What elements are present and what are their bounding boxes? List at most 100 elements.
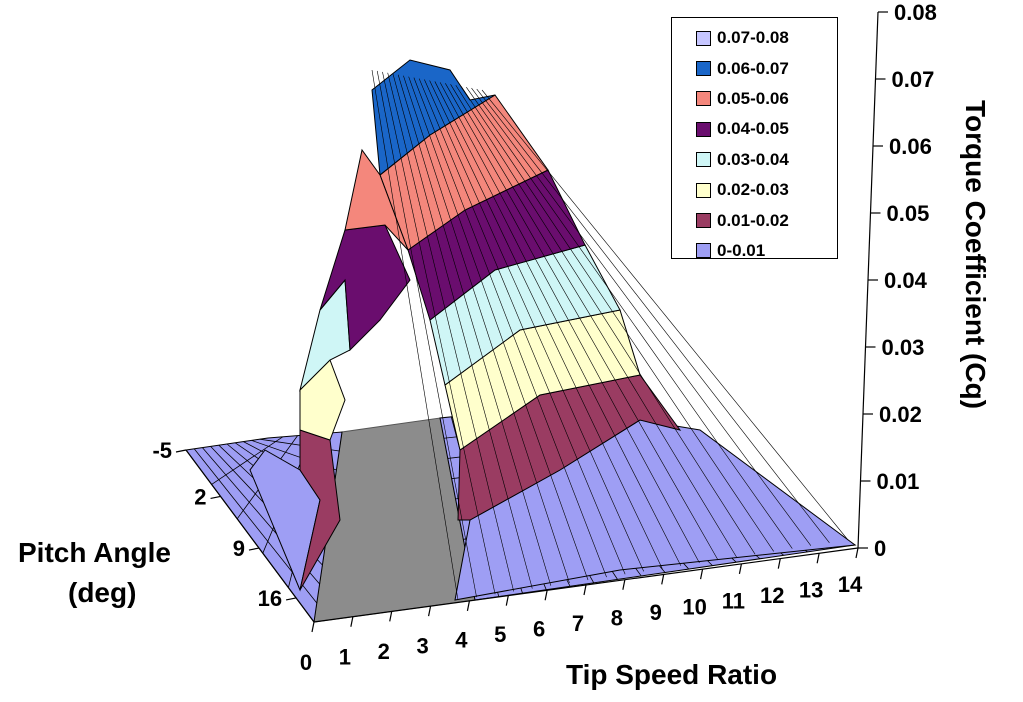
x-axis-title: Tip Speed Ratio — [566, 659, 777, 690]
x-tick-mark — [661, 574, 665, 585]
z-tick-label: 0 — [874, 536, 886, 561]
x-tick-label: 5 — [494, 622, 506, 647]
x-tick-label: 4 — [455, 628, 468, 653]
mesh-line — [445, 83, 719, 561]
x-tick-label: 13 — [799, 578, 823, 603]
legend-swatch — [696, 91, 711, 107]
x-tick-label: 10 — [682, 594, 706, 619]
x-tick-mark — [855, 547, 859, 559]
x-tick-label: 7 — [572, 611, 584, 636]
y-tick-label: 2 — [194, 484, 206, 509]
legend-label: 0.04-0.05 — [717, 119, 789, 139]
z-tick-label: 0.02 — [879, 402, 922, 427]
band-0.06-0.07 — [371, 59, 496, 176]
z-tick-label: 0.07 — [892, 67, 935, 92]
mesh-line — [387, 72, 515, 592]
x-tick-mark — [311, 621, 315, 633]
legend-label: 0.07-0.08 — [717, 28, 789, 48]
x-tick-label: 3 — [416, 633, 428, 658]
x-tick-mark — [699, 569, 704, 580]
legend-swatch — [696, 243, 711, 259]
x-tick-label: 9 — [650, 600, 662, 625]
band-left-0.05-0.06 — [344, 148, 409, 251]
mesh-line — [392, 73, 533, 589]
y-tick-mark — [175, 449, 187, 453]
z-tick-label: 0.06 — [889, 134, 932, 159]
mesh-line — [371, 69, 459, 601]
x-tick-mark — [622, 579, 626, 590]
mesh-line — [481, 89, 849, 541]
mesh-line — [429, 80, 663, 569]
legend-swatch — [696, 30, 711, 46]
x-tick-label: 0 — [300, 650, 312, 675]
legend-item: 0.07-0.08 — [696, 23, 837, 53]
x-tick-mark — [777, 558, 781, 569]
legend-label: 0-0.01 — [717, 240, 766, 260]
legend: 0.07-0.08 0.06-0.07 0.05-0.06 0.04-0.05 0.03… — [671, 17, 838, 260]
x-tick-mark — [544, 590, 548, 601]
y-axis: -5 2 9 16 — [152, 438, 315, 623]
x-tick-label: 14 — [838, 572, 863, 597]
x-tick-label: 8 — [611, 605, 623, 630]
legend-label: 0.03-0.04 — [717, 149, 789, 169]
mesh-line — [434, 81, 682, 566]
y-tick-label: 9 — [233, 536, 245, 561]
mesh-line — [376, 70, 477, 598]
mesh-line — [450, 84, 737, 558]
z-tick-label: 0.08 — [894, 0, 937, 25]
mesh-line — [460, 86, 774, 552]
legend-item: 0.01-0.02 — [696, 205, 837, 235]
y-axis-title-line2: (deg) — [68, 577, 136, 608]
x-tick-label: 12 — [760, 583, 784, 608]
legend-label: 0.05-0.06 — [717, 88, 789, 108]
legend-item: 0.04-0.05 — [696, 114, 837, 144]
legend-item: 0.06-0.07 — [696, 53, 837, 83]
z-axis: 0 0.01 0.02 0.03 0.04 0.05 0.06 0.07 0.08 — [857, 0, 937, 561]
legend-swatch — [696, 182, 711, 198]
x-tick-label: 1 — [339, 644, 351, 669]
x-axis: 0 1 2 3 4 5 6 7 8 9 10 11 12 13 14 — [300, 547, 863, 675]
x-tick-mark — [350, 616, 354, 627]
x-tick-mark — [466, 600, 471, 611]
x-tick-mark — [389, 611, 393, 622]
x-tick-mark — [583, 584, 587, 596]
legend-item: 0.03-0.04 — [696, 145, 837, 175]
x-tick-label: 6 — [533, 617, 545, 642]
legend-label: 0.02-0.03 — [717, 180, 789, 200]
y-axis-title-line1: Pitch Angle — [18, 537, 171, 568]
mesh-line — [424, 79, 644, 572]
z-tick-label: 0.05 — [887, 201, 930, 226]
mesh-line — [418, 78, 626, 575]
mesh-line — [476, 88, 830, 544]
y-tick-mark — [248, 547, 260, 551]
mesh-line — [455, 85, 756, 555]
legend-item: 0.02-0.03 — [696, 175, 837, 205]
x-tick-mark — [738, 563, 743, 574]
x-tick-mark — [505, 595, 509, 606]
z-tick-label: 0.03 — [882, 335, 925, 360]
y-tick-label: 16 — [258, 586, 282, 611]
x-tick-mark — [816, 553, 820, 564]
legend-swatch — [696, 213, 711, 229]
z-tick-label: 0.01 — [877, 469, 920, 494]
legend-swatch — [696, 152, 711, 168]
mesh-line — [466, 86, 793, 549]
legend-label: 0.01-0.02 — [717, 210, 789, 230]
mesh-line — [397, 74, 552, 586]
legend-swatch — [696, 121, 711, 137]
x-tick-mark — [427, 606, 432, 617]
mesh-line — [408, 76, 589, 581]
mesh-line — [382, 71, 496, 595]
legend-label: 0.06-0.07 — [717, 58, 789, 78]
surface-hill — [249, 59, 857, 601]
x-tick-label: 2 — [378, 639, 390, 664]
mesh-line — [471, 87, 812, 546]
y-tick-label: -5 — [152, 438, 172, 463]
legend-swatch — [696, 61, 711, 77]
mesh-line — [439, 82, 700, 563]
band-left-0.02-0.03 — [299, 359, 346, 441]
y-tick-mark — [285, 597, 297, 601]
mesh-line — [413, 77, 607, 578]
z-axis-title: Torque Coefficient (Cq) — [960, 100, 991, 409]
